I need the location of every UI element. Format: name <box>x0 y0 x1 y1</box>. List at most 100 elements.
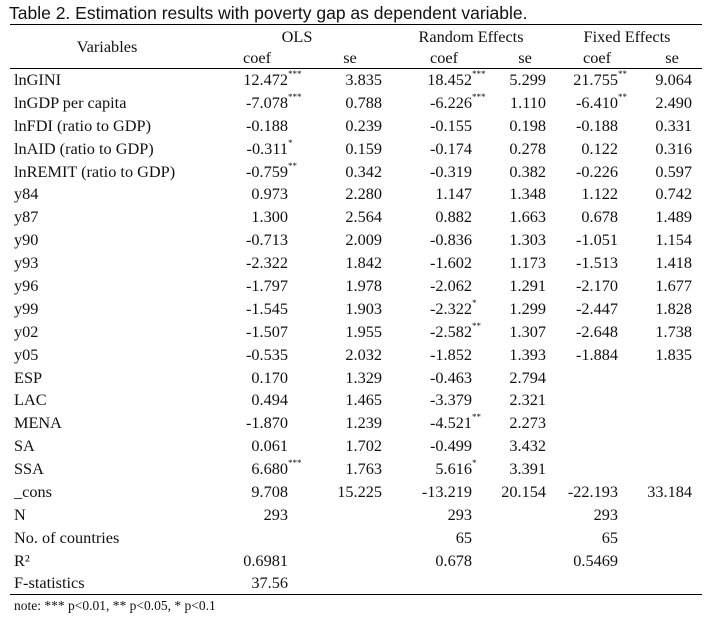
re-coef-cell: -0.155 <box>390 114 498 137</box>
cell-value: -0.535 <box>245 344 288 364</box>
variable-name: lnGDP per capita <box>14 92 127 112</box>
cell-value: 2.009 <box>345 230 383 250</box>
table-row: _cons 9.708 15.225 -13.219 20.154 -22.193 33.1… <box>10 481 702 504</box>
re-se-cell: 1.299 <box>498 297 552 320</box>
cell-value: 1.147 <box>435 184 473 204</box>
re-se-cell: 0.382 <box>498 160 552 183</box>
fe-coef-cell: -1.513 <box>552 252 642 275</box>
re-coef-cell <box>390 572 499 596</box>
cell-value: 15.225 <box>337 481 383 501</box>
cell-value: 2.794 <box>509 367 547 387</box>
ols-coef-cell: -1.545 <box>204 297 310 320</box>
fe-se-cell: 0.316 <box>642 137 702 160</box>
cell-value: 1.239 <box>345 413 383 433</box>
ols-se-cell: 1.239 <box>310 412 390 435</box>
cell-value: 1.978 <box>345 275 383 295</box>
variable-name: y96 <box>14 275 39 295</box>
ols-se-cell: 2.032 <box>310 343 390 366</box>
ols-se-cell: 2.009 <box>310 229 390 252</box>
cell-value: -4.521 <box>429 413 473 433</box>
fe-se-header: se <box>642 47 703 69</box>
re-coef-cell: -2.582** <box>390 320 498 343</box>
re-se-header: se <box>498 47 553 69</box>
re-coef-cell: -0.463 <box>390 366 498 389</box>
cell-value: 1.677 <box>655 275 693 295</box>
fe-se-cell <box>642 412 702 435</box>
cell-value: 21.755 <box>573 70 619 90</box>
cell-value: 1.702 <box>345 436 383 456</box>
ols-se-cell: 1.903 <box>310 297 390 320</box>
significance-stars: *** <box>288 69 302 80</box>
cell-value: 1.903 <box>345 298 383 318</box>
fe-coef-cell <box>552 458 642 481</box>
cell-value: 0.882 <box>435 207 473 227</box>
re-coef-cell: -0.836 <box>390 229 498 252</box>
cell-value: 0.6981 <box>243 550 288 570</box>
variable-name: ESP <box>14 367 43 387</box>
fe-coef-cell <box>552 412 642 435</box>
variable-name: y93 <box>14 253 39 273</box>
variable-name: F-statistics <box>10 572 204 596</box>
ols-se-cell <box>310 549 390 572</box>
significance-stars: ** <box>472 320 482 331</box>
ols-coef-cell: -2.322 <box>204 252 310 275</box>
cell-value: -0.836 <box>429 230 473 250</box>
cell-value: -1.602 <box>429 253 473 273</box>
fe-se-cell: 2.490 <box>642 91 702 114</box>
cell-value: 1.465 <box>345 390 383 410</box>
cell-value: 0.742 <box>655 184 693 204</box>
significance-stars: *** <box>472 91 486 102</box>
variable-name: _cons <box>14 481 52 501</box>
fe-se-cell: 0.742 <box>642 183 702 206</box>
fe-coef-cell: 293 <box>552 503 642 526</box>
re-se-cell: 1.110 <box>498 91 552 114</box>
fe-coef-cell <box>552 435 642 458</box>
cell-value: 0.278 <box>509 138 547 158</box>
table-row: SSA 6.680*** 1.763 5.616* 3.391 <box>10 458 702 481</box>
ols-coef-cell: 0.973 <box>204 183 310 206</box>
cell-value: 0.678 <box>581 207 619 227</box>
fe-coef-cell: -1.884 <box>552 343 642 366</box>
ols-coef-cell: -0.311* <box>204 137 310 160</box>
fe-coef-cell: -6.410** <box>552 91 642 114</box>
cell-value: 2.321 <box>509 390 547 410</box>
fe-se-cell: 0.597 <box>642 160 702 183</box>
cell-value: 9.064 <box>655 70 693 90</box>
cell-value: -2.447 <box>575 298 619 318</box>
cell-value: 6.680 <box>251 459 288 479</box>
ols-coef-cell: -1.507 <box>204 320 310 343</box>
cell-value: 0.597 <box>655 161 693 181</box>
cell-value: 0.973 <box>251 184 288 204</box>
ols-se-cell <box>310 572 391 596</box>
cell-value: 3.391 <box>509 459 547 479</box>
ols-coef-cell: 293 <box>204 503 310 526</box>
table-row: R² 0.6981 0.678 0.5469 <box>10 549 702 572</box>
fe-se-cell: 1.489 <box>642 206 702 229</box>
cell-value: 65 <box>455 527 473 547</box>
cell-value: 0.331 <box>655 115 693 135</box>
ols-coef-cell: 1.300 <box>204 206 310 229</box>
fe-se-cell <box>642 503 702 526</box>
cell-value: 1.828 <box>655 298 693 318</box>
cell-value: 0.5469 <box>573 550 619 570</box>
fe-se-cell: 33.184 <box>642 481 702 504</box>
ols-coef-header: coef <box>204 47 310 69</box>
cell-value: 3.835 <box>345 70 383 90</box>
cell-value: 5.616 <box>435 459 473 479</box>
ols-coef-cell: 9.708 <box>204 481 310 504</box>
cell-value: 0.159 <box>345 138 383 158</box>
fe-se-cell: 0.331 <box>642 114 702 137</box>
re-se-cell: 1.663 <box>498 206 552 229</box>
fe-se-cell: 1.828 <box>642 297 702 320</box>
cell-value: 0.788 <box>345 92 383 112</box>
re-coef-cell: -0.174 <box>390 137 498 160</box>
variable-name: lnFDI (ratio to GDP) <box>14 115 152 135</box>
cell-value: -1.884 <box>575 344 619 364</box>
re-coef-cell: -0.319 <box>390 160 498 183</box>
fe-coef-cell <box>552 572 643 596</box>
ols-coef-cell: 0.494 <box>204 389 310 412</box>
ols-se-cell: 2.280 <box>310 183 390 206</box>
random-effects-header: Random Effects <box>418 27 524 46</box>
cell-value: 1.303 <box>509 230 547 250</box>
cell-value: 0.678 <box>435 550 473 570</box>
